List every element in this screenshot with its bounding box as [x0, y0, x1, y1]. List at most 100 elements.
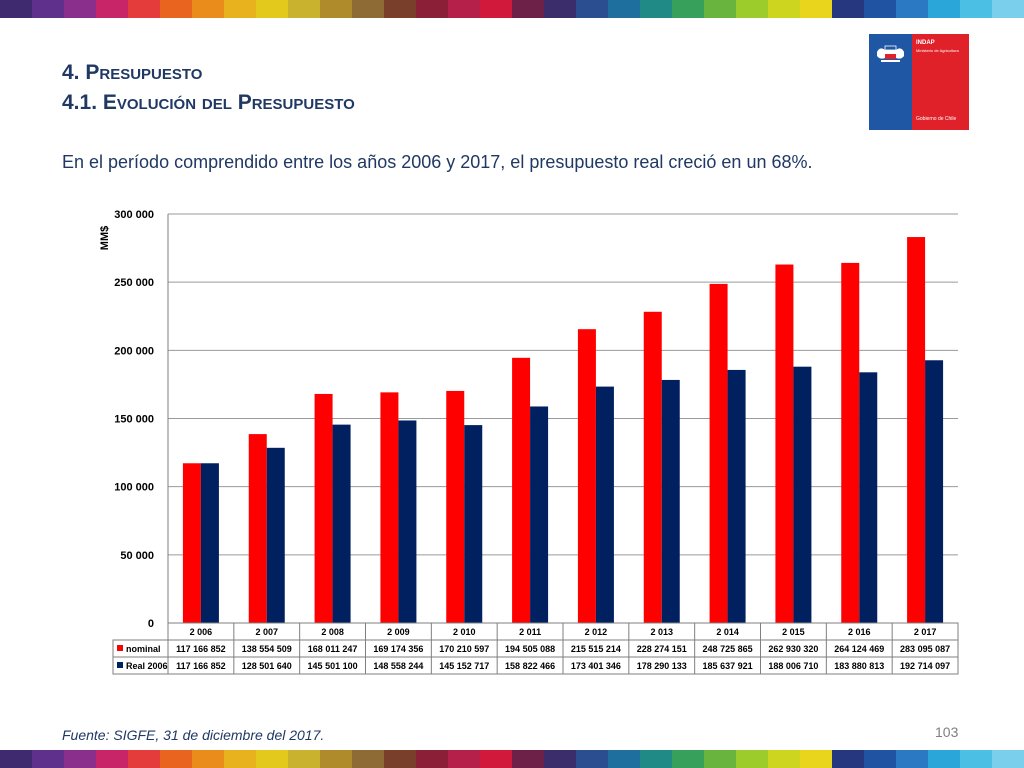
stripe-segment — [544, 0, 576, 18]
stripe-segment — [832, 0, 864, 18]
stripe-segment — [896, 750, 928, 768]
stripe-segment — [992, 0, 1024, 18]
x-category-label: 2 015 — [782, 627, 805, 637]
x-category-label: 2 016 — [848, 627, 871, 637]
stripe-segment — [160, 0, 192, 18]
stripe-segment — [512, 0, 544, 18]
stripe-segment — [288, 0, 320, 18]
table-value-label: 192 714 097 — [900, 661, 950, 671]
stripe-segment — [224, 750, 256, 768]
x-category-label: 2 007 — [255, 627, 278, 637]
stripe-segment — [448, 0, 480, 18]
y-tick-label: 0 — [148, 618, 154, 630]
table-value-label: 215 515 214 — [571, 644, 621, 654]
coat-of-arms-icon — [877, 45, 904, 62]
bar-nominal — [182, 463, 201, 623]
table-value-label: 228 274 151 — [637, 644, 687, 654]
bar-nominal — [446, 390, 465, 623]
stripe-segment — [64, 0, 96, 18]
stripe-segment — [0, 750, 32, 768]
stripe-segment — [480, 0, 512, 18]
stripe-segment — [928, 750, 960, 768]
stripe-segment — [256, 750, 288, 768]
bar-nominal — [709, 283, 728, 623]
bar-nominal — [314, 393, 333, 623]
y-tick-label: 50 000 — [120, 550, 154, 562]
table-value-label: 117 166 852 — [176, 644, 226, 654]
bar-nominal — [841, 262, 860, 623]
bar-real-2006 — [332, 424, 351, 623]
table-value-label: 170 210 597 — [439, 644, 489, 654]
table-value-label: 128 501 640 — [242, 661, 292, 671]
x-category-label: 2 013 — [650, 627, 673, 637]
stripe-segment — [704, 750, 736, 768]
stripe-segment — [192, 750, 224, 768]
table-value-label: 283 095 087 — [900, 644, 950, 654]
stripe-segment — [128, 750, 160, 768]
bar-real-2006 — [200, 463, 219, 623]
logo-brand-text: INDAP — [916, 40, 935, 46]
stripe-segment — [672, 750, 704, 768]
logo-red-panel: INDAP Ministerio de Agricultura Gobierno… — [912, 34, 969, 130]
table-value-label: 183 880 813 — [834, 661, 884, 671]
stripe-segment — [0, 0, 32, 18]
stripe-segment — [544, 750, 576, 768]
stripe-segment — [32, 0, 64, 18]
legend-label: nominal — [126, 644, 161, 654]
table-value-label: 168 011 247 — [308, 644, 358, 654]
stripe-segment — [160, 750, 192, 768]
stripe-segment — [576, 0, 608, 18]
stripe-segment — [928, 0, 960, 18]
logo-blue-panel — [869, 34, 912, 130]
stripe-segment — [960, 750, 992, 768]
legend-label: Real 2006 — [126, 661, 168, 671]
stripe-segment — [608, 750, 640, 768]
bar-nominal — [643, 311, 662, 623]
stripe-segment — [320, 750, 352, 768]
page-title: 4. Presupuesto 4.1. Evolución del Presup… — [62, 58, 355, 118]
x-category-label: 2 012 — [585, 627, 608, 637]
bar-nominal — [380, 392, 399, 623]
stripe-segment — [480, 750, 512, 768]
table-value-label: 138 554 509 — [242, 644, 292, 654]
stripe-segment — [384, 0, 416, 18]
stripe-segment — [832, 750, 864, 768]
bar-real-2006 — [595, 386, 614, 623]
bar-real-2006 — [398, 420, 417, 623]
bar-real-2006 — [727, 369, 746, 623]
bar-real-2006 — [266, 447, 285, 623]
bar-real-2006 — [464, 425, 483, 623]
bar-nominal — [512, 357, 531, 623]
stripe-segment — [352, 750, 384, 768]
table-value-label: 178 290 133 — [637, 661, 687, 671]
table-value-label: 173 401 346 — [571, 661, 621, 671]
bottom-color-stripe — [0, 750, 1024, 768]
x-category-label: 2 017 — [914, 627, 937, 637]
x-category-label: 2 008 — [321, 627, 344, 637]
stripe-segment — [128, 0, 160, 18]
x-category-label: 2 014 — [716, 627, 739, 637]
stripe-segment — [736, 0, 768, 18]
y-axis-label: MM$ — [99, 226, 111, 250]
page-number: 103 — [935, 724, 959, 740]
stripe-segment — [736, 750, 768, 768]
stripe-segment — [640, 0, 672, 18]
indap-logo: INDAP Ministerio de Agricultura Gobierno… — [869, 34, 969, 130]
top-color-stripe — [0, 0, 1024, 18]
stripe-segment — [288, 750, 320, 768]
stripe-segment — [576, 750, 608, 768]
legend-swatch — [117, 645, 123, 651]
bar-real-2006 — [859, 372, 878, 623]
title-line-2: 4.1. Evolución del Presupuesto — [62, 91, 355, 114]
legend-swatch — [117, 662, 123, 668]
stripe-segment — [800, 0, 832, 18]
bar-real-2006 — [793, 366, 812, 623]
stripe-segment — [896, 0, 928, 18]
bar-nominal — [577, 329, 596, 623]
bar-nominal — [775, 264, 794, 623]
stripe-segment — [768, 0, 800, 18]
table-value-label: 188 006 710 — [768, 661, 818, 671]
x-category-label: 2 006 — [190, 627, 213, 637]
table-value-label: 169 174 356 — [373, 644, 423, 654]
